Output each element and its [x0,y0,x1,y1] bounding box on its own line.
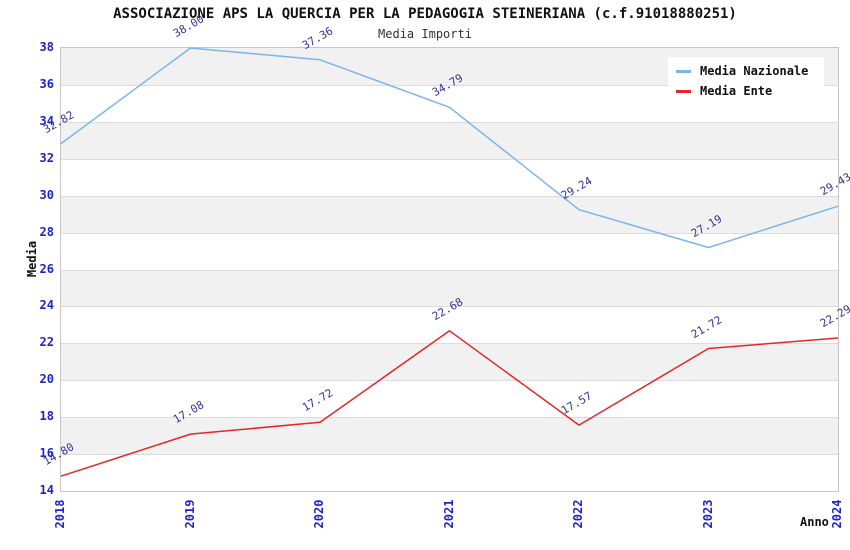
legend: Media Nazionale Media Ente [668,57,824,105]
gridline [61,306,838,307]
y-tick-label: 20 [39,372,54,387]
y-tick-label: 36 [39,76,54,91]
x-tick-label: 2024 [830,499,844,529]
x-tick-label: 2019 [182,499,197,529]
x-axis-title: Anno [800,515,829,529]
plot-band [61,306,838,344]
series-line-media-nazionale [60,47,839,249]
x-tick-label: 2021 [441,499,456,529]
gridline [61,270,838,271]
gridline [61,343,838,344]
x-tick-label: 2020 [312,499,326,529]
plot-band [61,158,838,196]
series-lines [60,47,839,477]
y-tick-label: 34 [39,113,54,128]
y-tick-label: 32 [39,150,54,165]
y-tick-label: 22 [39,335,54,350]
media-nazionale-line-swatch-icon [676,69,691,73]
y-tick-label: 38 [39,40,54,54]
gridline [61,85,838,86]
gridline [61,159,838,160]
y-tick-label: 30 [39,187,54,202]
plot-band [61,269,838,307]
y-tick-label: 24 [39,298,54,313]
x-tick-label: 2023 [700,499,715,529]
y-tick-label: 14 [39,483,54,497]
gridline [61,417,838,418]
plot-band [61,454,838,491]
plot-band [61,232,838,270]
media-ente-line-swatch-icon [676,89,691,93]
gridline [61,122,838,123]
chart-subtitle: Media Importi [378,27,472,41]
plot-band [61,380,838,418]
plot-band [61,195,838,233]
gridline [61,454,838,455]
legend-item-media-ente: Media Ente [676,81,824,101]
x-tick-label: 2018 [53,499,67,529]
plot-band [61,343,838,381]
y-tick-label: 18 [39,409,54,424]
legend-label: Media Ente [700,84,773,98]
plot-band [61,121,838,159]
y-tick-label: 26 [39,261,54,276]
legend-label: Media Nazionale [700,64,809,78]
plot-band [61,417,838,455]
y-tick-label: 16 [39,446,54,461]
legend-item-media-nazionale: Media Nazionale [676,61,824,81]
x-tick-label: 2022 [571,499,585,529]
chart-title: ASSOCIAZIONE APS LA QUERCIA PER LA PEDAG… [113,6,737,22]
gridline [61,196,838,197]
gridline [61,233,838,234]
y-tick-label: 28 [39,224,54,239]
plot-area [60,47,839,492]
gridline [61,380,838,381]
series-line-media-ente [60,330,839,477]
